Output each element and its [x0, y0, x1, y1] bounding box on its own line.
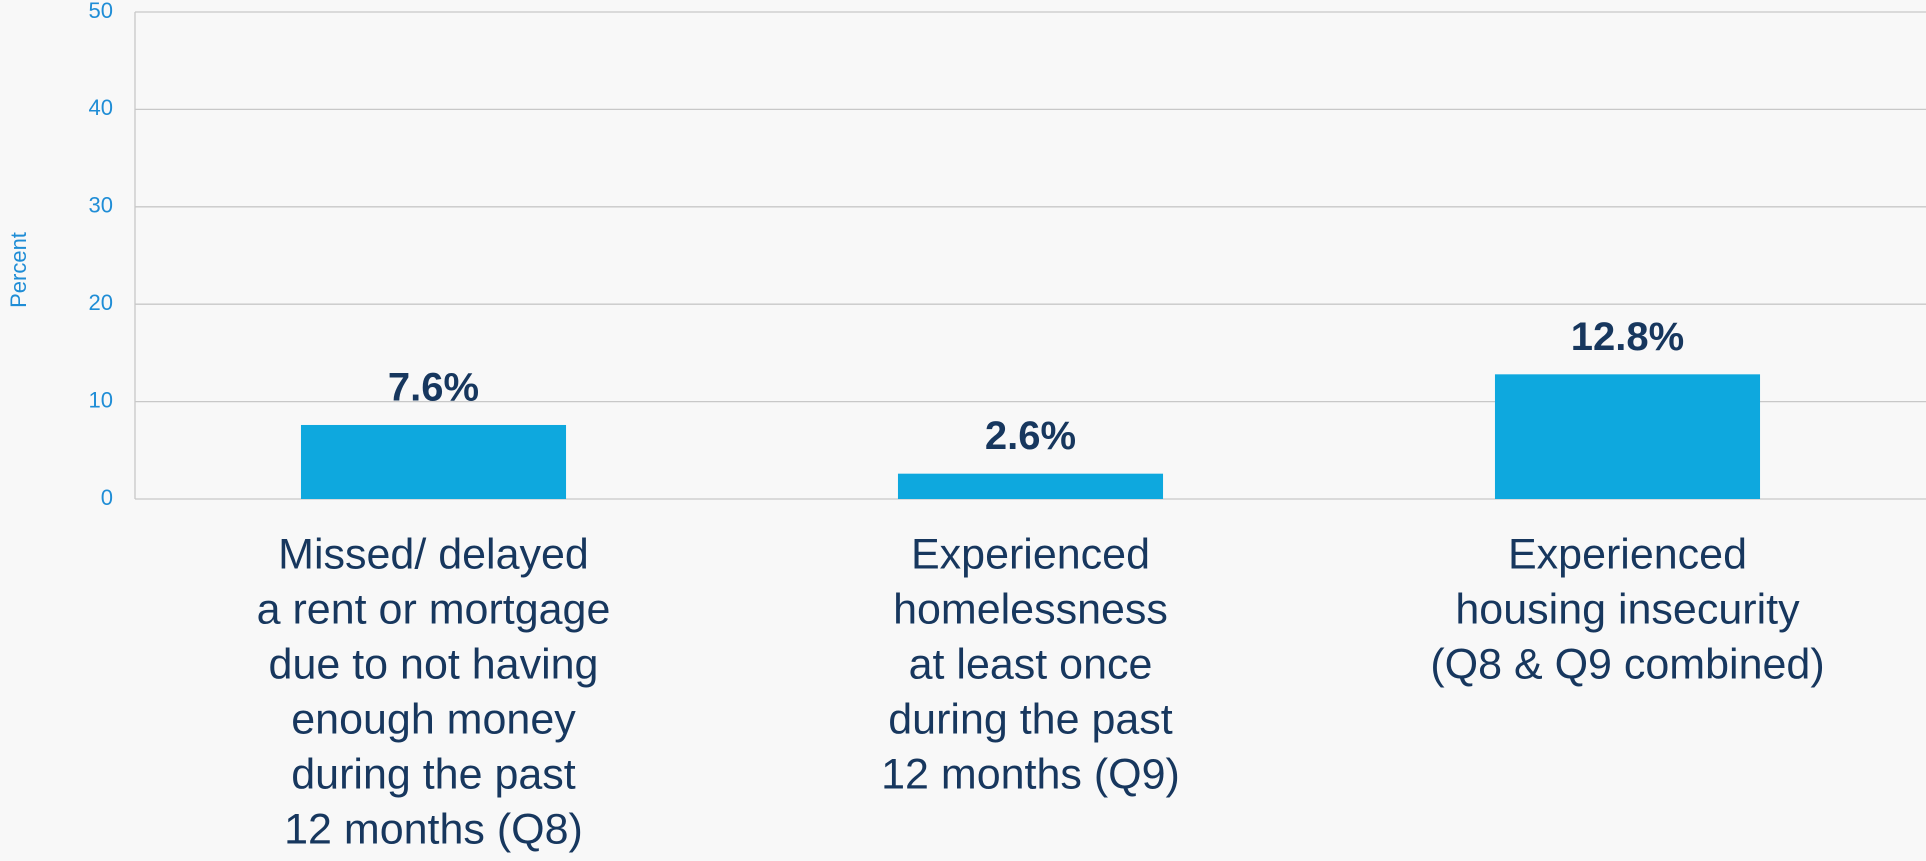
x-tick-label: homelessness	[893, 585, 1168, 633]
y-tick-label: 40	[89, 95, 113, 120]
x-tick-label: Experienced	[911, 530, 1150, 578]
x-tick-label: due to not having	[269, 640, 599, 688]
data-label: 2.6%	[985, 414, 1076, 458]
data-label: 12.8%	[1571, 315, 1684, 359]
x-tick-label: housing insecurity	[1455, 585, 1800, 633]
x-tick-label: during the past	[888, 695, 1173, 743]
y-tick-label: 10	[89, 387, 113, 412]
bar	[897, 473, 1164, 499]
x-tick-label: 12 months (Q8)	[284, 805, 583, 853]
x-tick-label: during the past	[291, 750, 576, 798]
bar	[1494, 374, 1761, 499]
y-tick-label: 0	[101, 485, 113, 510]
y-tick-label: 50	[89, 0, 113, 23]
y-axis-label: Percent	[6, 232, 31, 308]
x-tick-label: 12 months (Q9)	[881, 750, 1180, 798]
x-tick-label: Experienced	[1508, 530, 1747, 578]
x-tick-label: Missed/ delayed	[278, 530, 589, 578]
x-tick-label: a rent or mortgage	[257, 585, 611, 633]
x-tick-label: enough money	[291, 695, 576, 743]
data-label: 7.6%	[388, 366, 479, 410]
x-tick-label: (Q8 & Q9 combined)	[1430, 640, 1824, 688]
y-tick-label: 20	[89, 290, 113, 315]
bar	[300, 424, 567, 499]
y-tick-label: 30	[89, 193, 113, 218]
x-tick-label: at least once	[909, 640, 1153, 688]
